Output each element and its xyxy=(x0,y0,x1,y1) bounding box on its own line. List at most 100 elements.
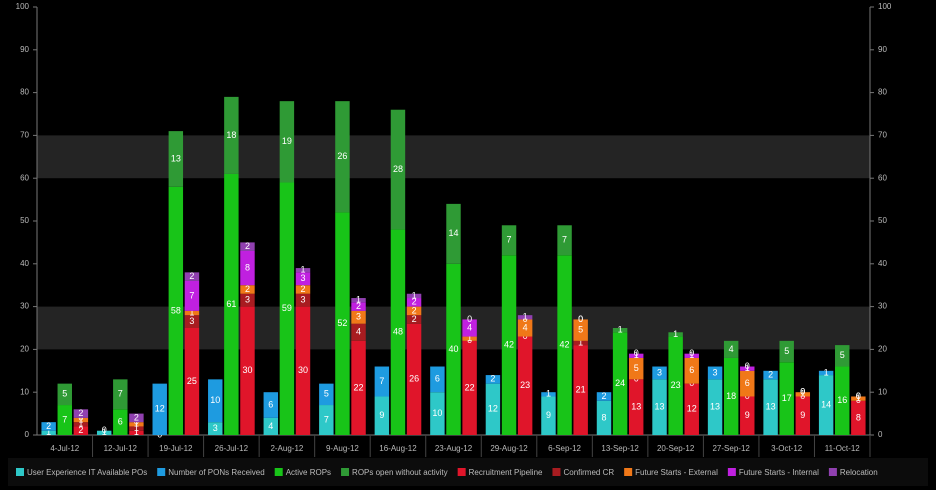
bar-value-label: 26 xyxy=(409,374,419,384)
bar-segment xyxy=(73,426,89,435)
bar-segment xyxy=(573,340,588,346)
bar-value-label: 4 xyxy=(467,322,472,332)
bar-segment xyxy=(240,293,255,307)
bar-segment xyxy=(462,336,477,341)
y2-tick-label: 10 xyxy=(878,387,887,396)
bar-value-label: 6 xyxy=(268,399,273,409)
bar-value-label: 3 xyxy=(356,312,361,322)
bar-value-label: 42 xyxy=(560,339,570,349)
bar-value-label: 21 xyxy=(576,384,586,394)
bar-value-label: 1 xyxy=(523,312,528,322)
bar-segment xyxy=(818,370,834,376)
bar-value-label: 2 xyxy=(356,301,361,311)
grid-band xyxy=(37,49,870,93)
x-tick-label: 16-Aug-12 xyxy=(379,444,417,453)
bar-value-label: 1 xyxy=(134,419,139,429)
bar-value-label: 0 xyxy=(856,391,861,401)
bar-value-label: 7 xyxy=(189,290,194,300)
bar-segment xyxy=(707,366,723,380)
legend-swatch xyxy=(16,468,24,476)
bar-segment xyxy=(485,383,501,435)
bar-value-label: 9 xyxy=(800,410,805,420)
bar-value-label: 5 xyxy=(634,363,639,373)
bar-segment xyxy=(240,306,255,435)
bar-segment xyxy=(208,379,223,423)
bar-value-label: 7 xyxy=(507,235,512,245)
bar-value-label: 6 xyxy=(435,374,440,384)
bar-value-label: 2 xyxy=(245,284,250,294)
bar-segment xyxy=(541,392,556,397)
bar-segment xyxy=(240,285,255,294)
bar-value-label: 13 xyxy=(655,402,665,412)
bar-segment xyxy=(351,323,366,341)
bar-segment xyxy=(374,396,390,435)
bar-value-label: 3 xyxy=(300,273,305,283)
bar-value-label: 12 xyxy=(155,404,165,414)
bar-segment xyxy=(184,280,200,311)
bar-value-label: 1 xyxy=(745,363,750,373)
legend-swatch xyxy=(552,468,561,476)
bar-value-label: 10 xyxy=(432,408,442,418)
bar-value-label: 8 xyxy=(856,412,861,422)
bar-segment xyxy=(152,383,167,435)
y2-tick-label: 30 xyxy=(878,302,887,311)
bar-segment xyxy=(485,375,501,384)
bar-value-label: 0 xyxy=(800,387,805,397)
bar-value-label: 1 xyxy=(300,265,305,275)
x-tick-label: 12-Jul-12 xyxy=(104,444,138,453)
bar-value-label: 3 xyxy=(245,295,250,305)
bar-value-label: 26 xyxy=(337,151,347,161)
bar-value-label: 5 xyxy=(578,325,583,335)
bar-value-label: 12 xyxy=(488,404,498,414)
bar-segment xyxy=(390,109,406,230)
bar-value-label: 2 xyxy=(78,425,83,435)
bar-segment xyxy=(129,426,144,431)
bar-segment xyxy=(851,400,866,435)
y-tick-label: 0 xyxy=(25,430,30,439)
bar-segment xyxy=(295,285,311,294)
y2-tick-label: 50 xyxy=(878,216,887,225)
bar-value-label: 19 xyxy=(282,136,292,146)
bar-value-label: 7 xyxy=(379,376,384,386)
bar-segment xyxy=(41,430,56,435)
x-tick-label: 3-Oct-12 xyxy=(771,444,803,453)
bar-value-label: 2 xyxy=(245,241,250,251)
bar-value-label: 1 xyxy=(356,295,361,305)
bar-value-label: 1 xyxy=(800,389,805,399)
bar-segment xyxy=(57,383,72,406)
legend-label: Active ROPs xyxy=(286,468,331,477)
bar-segment xyxy=(684,383,699,435)
bar-value-label: 8 xyxy=(601,412,606,422)
bar-value-label: 1 xyxy=(467,333,472,343)
bar-segment xyxy=(707,379,723,435)
bar-segment xyxy=(295,293,311,307)
bar-value-label: 18 xyxy=(726,391,736,401)
bar-value-label: 1 xyxy=(618,325,623,335)
bar-segment xyxy=(628,353,644,358)
y2-tick-label: 90 xyxy=(878,45,887,54)
bar-segment xyxy=(390,229,406,435)
bar-value-label: 9 xyxy=(379,410,384,420)
bar-value-label: 40 xyxy=(448,344,458,354)
bar-segment xyxy=(446,203,461,264)
bar-value-label: 4 xyxy=(523,322,528,332)
bar-segment xyxy=(184,272,200,281)
bar-segment xyxy=(517,336,533,435)
bar-value-label: 1 xyxy=(78,414,83,424)
bar-segment xyxy=(612,328,628,333)
bar-value-label: 3 xyxy=(657,367,662,377)
legend-swatch xyxy=(624,468,633,476)
x-tick-label: 23-Aug-12 xyxy=(435,444,473,453)
bar-value-label: 1 xyxy=(134,423,139,433)
bar-segment xyxy=(557,255,572,435)
bar-segment xyxy=(113,409,128,435)
bar-value-label: 12 xyxy=(687,404,697,414)
bar-value-label: 9 xyxy=(745,410,750,420)
bar-segment xyxy=(779,362,794,435)
bar-value-label: 1 xyxy=(634,350,639,360)
bar-value-label: 1 xyxy=(412,290,417,300)
bar-segment xyxy=(319,383,334,406)
bar-value-label: 52 xyxy=(337,318,347,328)
bar-value-label: 2 xyxy=(300,284,305,294)
